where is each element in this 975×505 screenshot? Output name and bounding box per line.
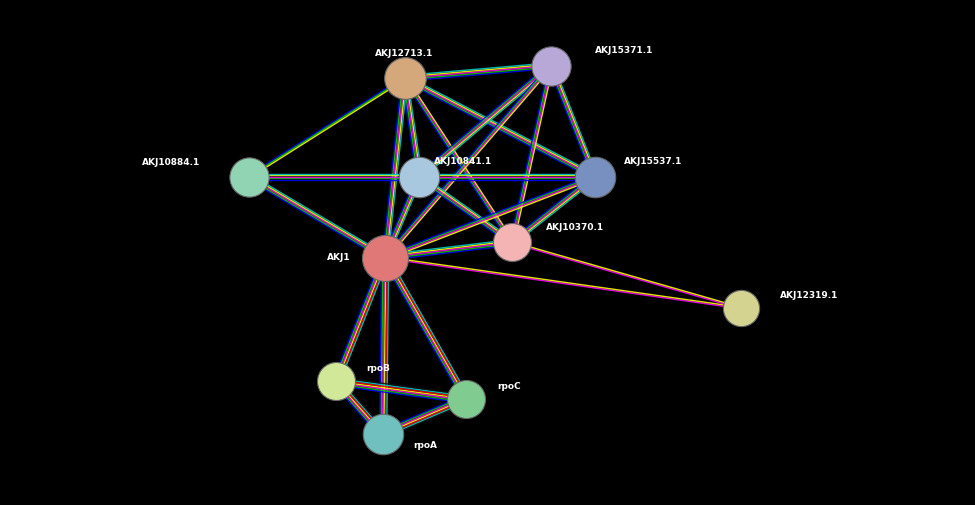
Text: AKJ12319.1: AKJ12319.1 bbox=[780, 291, 838, 300]
Point bbox=[375, 430, 391, 438]
Point bbox=[504, 238, 520, 246]
Point bbox=[329, 377, 344, 385]
Text: AKJ10841.1: AKJ10841.1 bbox=[434, 157, 492, 166]
Text: AKJ1: AKJ1 bbox=[328, 253, 351, 262]
Point bbox=[733, 304, 749, 312]
Text: AKJ15537.1: AKJ15537.1 bbox=[624, 157, 682, 166]
Point bbox=[458, 395, 474, 403]
Text: rpoB: rpoB bbox=[367, 364, 390, 373]
Text: rpoA: rpoA bbox=[413, 441, 438, 450]
Text: AKJ12713.1: AKJ12713.1 bbox=[375, 48, 434, 58]
Text: AKJ10884.1: AKJ10884.1 bbox=[141, 158, 200, 167]
Text: AKJ15371.1: AKJ15371.1 bbox=[595, 46, 653, 55]
Point bbox=[241, 173, 256, 181]
Point bbox=[587, 173, 603, 181]
Text: rpoC: rpoC bbox=[497, 382, 521, 391]
Point bbox=[411, 173, 427, 181]
Text: AKJ10370.1: AKJ10370.1 bbox=[546, 223, 604, 232]
Point bbox=[543, 62, 559, 70]
Point bbox=[377, 254, 393, 262]
Point bbox=[397, 74, 412, 82]
